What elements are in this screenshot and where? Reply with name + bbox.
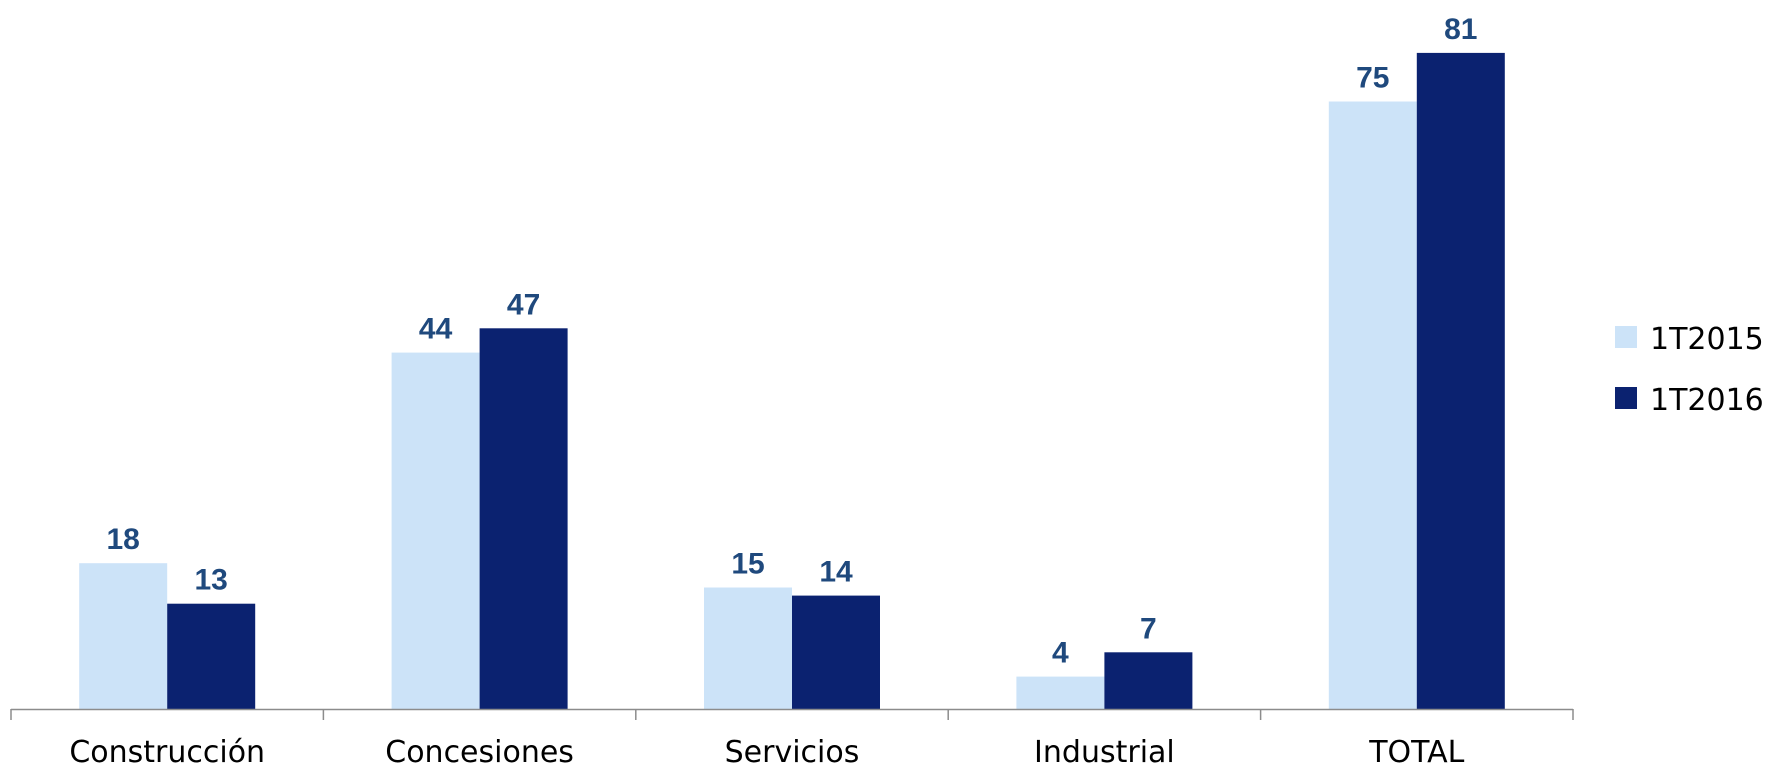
bar-1T2016-Concesiones xyxy=(479,328,568,709)
x-tick-label: Servicios xyxy=(725,735,860,770)
data-label-1T2015-Servicios: 15 xyxy=(731,548,764,581)
data-label-1T2015-TOTAL: 75 xyxy=(1356,62,1389,95)
bars-group xyxy=(79,52,1505,709)
legend-label-1T2016: 1T2016 xyxy=(1650,383,1764,418)
data-label-1T2016-Concesiones: 47 xyxy=(507,288,540,321)
data-label-1T2015-Industrial: 4 xyxy=(1052,637,1069,670)
bar-1T2015-Servicios xyxy=(704,587,792,709)
bar-1T2015-Construcción xyxy=(79,563,168,709)
data-label-1T2016-Construcción: 13 xyxy=(195,564,228,597)
legend-label-1T2015: 1T2015 xyxy=(1650,322,1764,357)
legend-swatch-1T2015 xyxy=(1615,326,1637,348)
data-label-1T2015-Construcción: 18 xyxy=(107,523,140,556)
legend-swatch-1T2016 xyxy=(1615,387,1637,409)
bar-1T2015-TOTAL xyxy=(1328,101,1417,709)
data-label-1T2015-Concesiones: 44 xyxy=(419,313,453,346)
data-label-1T2016-Servicios: 14 xyxy=(819,556,853,589)
data-label-1T2016-TOTAL: 81 xyxy=(1444,13,1477,46)
bar-1T2016-Industrial xyxy=(1104,652,1193,709)
x-tick-label: Construcción xyxy=(69,735,265,770)
legend: 1T2015 1T2016 xyxy=(1615,322,1764,418)
x-tick-label: Industrial xyxy=(1034,735,1175,770)
bar-1T2016-Construcción xyxy=(167,603,256,709)
bar-1T2015-Concesiones xyxy=(391,352,480,709)
bar-1T2016-Servicios xyxy=(792,595,880,709)
bar-1T2016-TOTAL xyxy=(1416,52,1505,709)
x-tick-label: TOTAL xyxy=(1368,735,1464,770)
bar-1T2015-Industrial xyxy=(1016,676,1105,709)
x-tick-labels: Construcción Concesiones Servicios Industri… xyxy=(69,735,1464,770)
x-axis xyxy=(10,708,1574,720)
x-tick-label: Concesiones xyxy=(385,735,574,770)
data-label-1T2016-Industrial: 7 xyxy=(1140,612,1157,645)
